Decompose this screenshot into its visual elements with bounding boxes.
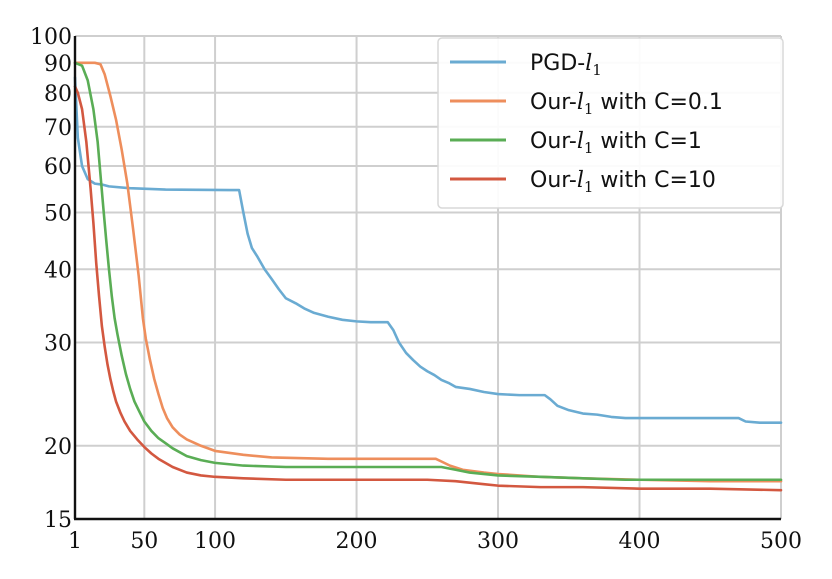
x-tick-labels: 1 50 100 200 300 400 500 [68, 529, 802, 554]
y-tick-label: 30 [44, 332, 72, 357]
legend-entry: Our-l1 with C=10 [530, 168, 716, 196]
y-tick-label: 100 [30, 25, 72, 50]
x-tick-label: 500 [760, 529, 802, 554]
axes [73, 36, 781, 521]
x-tick-label: 100 [194, 529, 236, 554]
y-tick-label: 40 [44, 258, 72, 283]
x-tick-label: 1 [68, 529, 82, 554]
series-line-1 [73, 76, 783, 424]
y-tick-label: 70 [44, 116, 72, 141]
legend-entry: PGD-l1 [530, 51, 602, 79]
x-tick-label: 400 [619, 529, 661, 554]
x-tick-label: 200 [336, 529, 378, 554]
y-tick-label: 60 [44, 155, 72, 180]
y-tick-label: 80 [44, 82, 72, 107]
legend-entry: Our-l1 with C=0.1 [530, 90, 723, 118]
y-tick-label: 90 [44, 52, 72, 77]
legend-entry: Our-l1 with C=1 [530, 129, 702, 157]
x-tick-label: 300 [477, 529, 519, 554]
y-tick-label: 50 [44, 201, 72, 226]
series-lines [73, 61, 783, 492]
legend: PGD-l1 Our-l1 with C=0.1 Our-l1 with C=1 Ou… [437, 37, 784, 209]
y-tick-label: 20 [44, 435, 72, 460]
legend-box [437, 37, 784, 209]
y-tick-label: 15 [44, 508, 72, 533]
x-tick-label: 50 [130, 529, 158, 554]
series-line-3 [73, 61, 783, 482]
series-line-2 [73, 61, 783, 483]
series-line-4 [73, 85, 783, 492]
